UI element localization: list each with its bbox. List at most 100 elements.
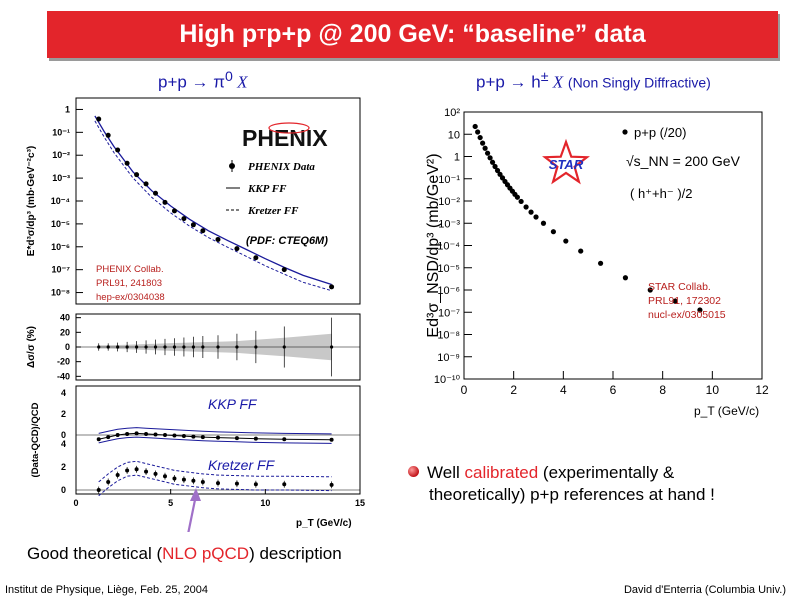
x-tick-label: 0 bbox=[73, 498, 78, 508]
ratio-point bbox=[97, 345, 101, 349]
data-point bbox=[181, 216, 187, 222]
y-tick-label: 1 bbox=[65, 104, 70, 114]
star-y-tick-label: 10⁻⁴ bbox=[437, 241, 460, 253]
star-data-point bbox=[480, 140, 486, 146]
data-point bbox=[115, 147, 121, 153]
ratio-point bbox=[235, 345, 239, 349]
star-data-point bbox=[672, 298, 678, 304]
dataqcd-upper-tick: 4 bbox=[61, 388, 66, 398]
data-point bbox=[329, 284, 335, 290]
kkp-ratio-point bbox=[191, 434, 196, 439]
star-data-point bbox=[492, 163, 498, 170]
kretzer-ratio-point bbox=[282, 482, 287, 487]
phenix-logo-mark bbox=[268, 122, 310, 134]
star-logo-icon bbox=[542, 138, 590, 185]
ratio-point bbox=[106, 345, 110, 349]
phenix-pi0-chart: 1 10⁻¹ 10⁻² 10⁻³ 10⁻⁴ 10⁻⁵ 10⁻⁶ 10⁻⁷ 10⁻⁸ E*d³σ/d… bbox=[26, 97, 365, 532]
caption-pre: Good theoretical ( bbox=[27, 544, 163, 563]
kretzer-lower-band bbox=[98, 474, 332, 497]
kretzer-upper-band bbox=[98, 460, 332, 483]
star-data-point bbox=[533, 214, 539, 220]
data-point bbox=[190, 222, 196, 228]
x-axis-label: p_T (GeV/c) bbox=[296, 518, 352, 529]
ratio-point bbox=[201, 345, 205, 349]
star-data-point bbox=[475, 129, 481, 135]
bullet-post: (experimentally & bbox=[538, 463, 675, 482]
data-point bbox=[96, 116, 102, 122]
data-point bbox=[134, 172, 140, 178]
title-main: High p bbox=[179, 20, 258, 48]
y-tick-label: 10⁻² bbox=[52, 150, 70, 160]
ratio-point bbox=[191, 345, 195, 349]
star-y-tick-label: 10⁻⁸ bbox=[437, 330, 460, 342]
pointer-arrow-head bbox=[190, 488, 201, 501]
star-x-tick-label: 12 bbox=[755, 383, 769, 397]
star-y-tick-label: 10⁻⁶ bbox=[437, 285, 460, 297]
pointer-arrow-shaft bbox=[187, 494, 198, 532]
star-legend-energy: √s_NN = 200 GeV bbox=[626, 153, 741, 169]
right-heading-sup: ± bbox=[540, 69, 549, 85]
kkp-ratio-point bbox=[96, 437, 101, 442]
right-panel-heading: p+p → h± X (Non Singly Diffractive) bbox=[476, 69, 711, 93]
kkp-ratio-point bbox=[234, 436, 239, 441]
footer-right: David d'Enterria (Columbia Univ.) bbox=[623, 584, 786, 596]
star-data-point bbox=[514, 194, 520, 200]
kkp-ratio-point bbox=[115, 433, 120, 437]
x-tick-label: 10 bbox=[260, 498, 270, 508]
star-data-point bbox=[472, 123, 478, 130]
kkp-upper-band bbox=[98, 427, 332, 435]
x-tick-label: 15 bbox=[355, 498, 365, 508]
ratio-point bbox=[125, 345, 129, 349]
ratio-y-tick-label: 0 bbox=[65, 342, 70, 352]
left-heading-x: X bbox=[232, 72, 248, 92]
left-heading-sup: 0 bbox=[225, 69, 233, 85]
star-y-tick-label: 10² bbox=[444, 107, 460, 119]
data-point bbox=[124, 160, 130, 166]
y-tick-label: 10⁻⁸ bbox=[51, 288, 70, 298]
kretzer-curve bbox=[94, 120, 332, 292]
kretzer-ratio-point bbox=[329, 482, 334, 487]
star-legend-charge: ( h⁺+h⁻ )/2 bbox=[630, 186, 693, 201]
left-heading-text: p+p → π bbox=[158, 72, 226, 92]
kretzer-ratio-point bbox=[115, 473, 120, 478]
ratio-point bbox=[153, 345, 158, 349]
star-data-point bbox=[697, 307, 703, 313]
ratio-point bbox=[254, 345, 258, 349]
data-point bbox=[143, 181, 149, 187]
data-point bbox=[162, 199, 168, 205]
data-point bbox=[200, 228, 206, 234]
ratio-y-tick-label: -20 bbox=[57, 357, 70, 367]
star-y-tick-label: 10⁻⁷ bbox=[438, 307, 460, 319]
caption-post: ) description bbox=[249, 544, 342, 563]
kretzer-ratio-point bbox=[181, 477, 186, 482]
bullet-line2: theoretically) p+p references at hand ! bbox=[429, 485, 715, 504]
star-data-point bbox=[518, 198, 524, 205]
star-reference-line: STAR Collab. bbox=[648, 281, 711, 293]
star-x-tick-label: 10 bbox=[706, 383, 720, 397]
kretzer-ratio-point bbox=[172, 476, 177, 481]
star-x-tick-label: 6 bbox=[610, 383, 617, 397]
star-data-point bbox=[563, 238, 569, 244]
kretzer-ratio-point bbox=[191, 478, 196, 483]
bullet-pre: Well bbox=[427, 463, 465, 482]
data-point bbox=[234, 246, 240, 252]
kretzer-ratio-point bbox=[96, 488, 101, 492]
ratio-point bbox=[116, 345, 120, 349]
star-data-point bbox=[597, 260, 604, 266]
ratio-y-tick-label: 20 bbox=[60, 327, 70, 337]
caption: Good theoretical (NLO pQCD) description bbox=[27, 544, 342, 564]
ratio-point bbox=[330, 345, 334, 349]
kkp-ratio-point bbox=[200, 435, 205, 440]
kretzer-ratio-point bbox=[106, 479, 111, 484]
star-data-point bbox=[622, 275, 629, 281]
legend-kkp-label: KKP FF bbox=[247, 183, 287, 195]
kkp-ratio-point bbox=[253, 436, 258, 441]
star-data-point bbox=[477, 134, 483, 141]
kkp-lower-band bbox=[98, 436, 332, 444]
data-point bbox=[153, 190, 159, 196]
right-heading-x: X bbox=[548, 72, 564, 92]
star-legend-marker bbox=[622, 129, 628, 135]
star-x-tick-label: 8 bbox=[659, 383, 666, 397]
star-x-tick-label: 4 bbox=[560, 383, 567, 397]
star-y-tick-label: 10⁻¹⁰ bbox=[434, 374, 461, 386]
